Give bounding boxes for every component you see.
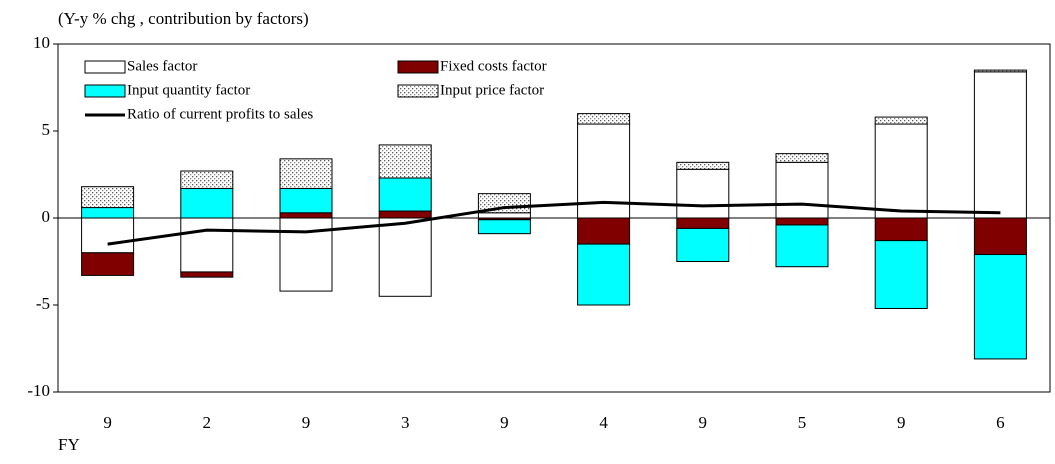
bar	[279, 212, 333, 219]
bar	[775, 161, 829, 219]
bar	[775, 153, 829, 163]
legend-label: Sales factor	[127, 58, 197, 74]
bar	[81, 217, 135, 254]
x-tick-label: 9	[897, 413, 906, 432]
bar	[577, 217, 631, 245]
y-tick-label: -10	[27, 381, 50, 400]
x-axis-label: FY	[58, 435, 80, 454]
x-tick-label: 5	[798, 413, 807, 432]
legend-label: Input price factor	[440, 82, 544, 98]
bar	[477, 212, 531, 219]
bar	[874, 116, 928, 125]
bar	[279, 158, 333, 189]
x-tick-label: 9	[302, 413, 311, 432]
y-tick-label: 5	[42, 120, 51, 139]
legend-label: Fixed costs factor	[440, 58, 547, 74]
bar	[973, 254, 1027, 360]
legend-label: Ratio of current profits to sales	[127, 106, 313, 122]
bar	[180, 170, 234, 189]
bar	[874, 240, 928, 309]
legend-label: Input quantity factor	[127, 82, 250, 98]
bar	[378, 210, 432, 219]
x-tick-label: 6	[996, 413, 1005, 432]
bar	[378, 177, 432, 212]
line-series	[107, 200, 1001, 246]
legend-swatch	[84, 60, 126, 74]
bar	[81, 207, 135, 219]
y-tick-label: 10	[33, 33, 50, 52]
legend-swatch	[84, 84, 126, 98]
bar	[577, 113, 631, 125]
x-tick-label: 2	[203, 413, 212, 432]
bar	[874, 123, 928, 219]
bar	[973, 217, 1027, 256]
x-tick-label: 3	[401, 413, 410, 432]
bar	[81, 186, 135, 209]
y-tick-label: -5	[36, 294, 50, 313]
bar	[973, 71, 1027, 219]
bar	[378, 144, 432, 179]
bar	[973, 69, 1027, 73]
chart-title: (Y-y % chg , contribution by factors)	[58, 9, 309, 28]
bar	[180, 187, 234, 219]
bar	[775, 217, 829, 226]
bar	[874, 217, 928, 242]
bar	[676, 227, 730, 263]
bar	[279, 187, 333, 214]
x-tick-label: 9	[500, 413, 509, 432]
legend-swatch	[397, 84, 439, 98]
bar	[180, 271, 234, 278]
bar	[81, 252, 135, 276]
bar	[378, 217, 432, 297]
y-tick-label: 0	[42, 207, 51, 226]
x-tick-label: 4	[599, 413, 608, 432]
x-tick-label: 9	[699, 413, 708, 432]
x-tick-label: 9	[103, 413, 112, 432]
bar	[676, 168, 730, 219]
bar	[676, 217, 730, 229]
bar	[676, 161, 730, 170]
legend-swatch	[397, 60, 439, 74]
bar	[577, 243, 631, 306]
bar	[477, 219, 531, 235]
bar	[180, 217, 234, 273]
bar	[775, 224, 829, 268]
